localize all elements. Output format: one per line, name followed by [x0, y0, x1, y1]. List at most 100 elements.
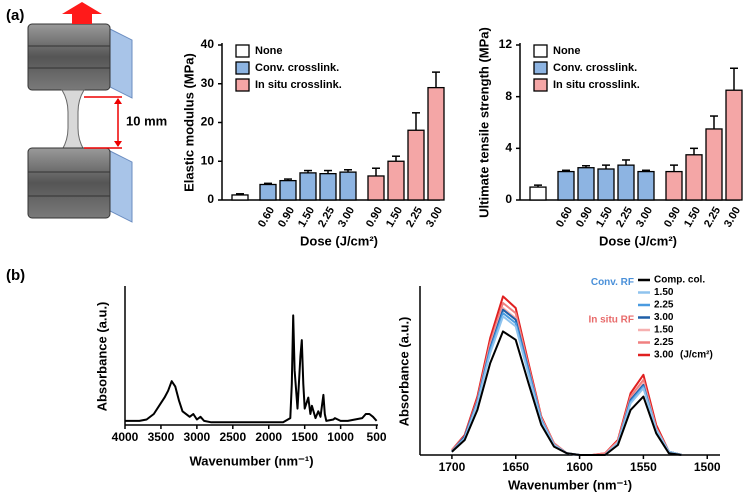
x-tick-label: 3000 [184, 430, 211, 444]
x-tick-label: 3.00 [722, 205, 743, 230]
panel-label: (b) [6, 267, 25, 284]
x-tick-label: 2.25 [614, 205, 635, 230]
y-tick-label: 40 [201, 37, 215, 51]
x-tick-label: 1700 [439, 460, 466, 474]
legend-label: 3.00 [654, 312, 674, 323]
bar [725, 89, 743, 201]
bar [617, 164, 635, 201]
legend-swatch [533, 44, 548, 58]
x-tick-label: 3500 [148, 430, 175, 444]
x-axis-label: Dose (J/cm²) [300, 233, 378, 248]
y-tick-label: 0 [207, 192, 214, 206]
y-tick-label: 4 [505, 141, 512, 155]
x-tick-label: 2.25 [316, 205, 337, 230]
x-tick-label: 0.60 [554, 205, 575, 230]
x-tick-label: 3.00 [424, 205, 445, 230]
schematic: 10 mm [27, 2, 167, 223]
bar [279, 179, 297, 201]
line-series [125, 314, 378, 424]
bar [637, 170, 655, 201]
bar [577, 167, 595, 201]
bar [387, 160, 405, 201]
x-tick-label: 1550 [630, 460, 657, 474]
bar [705, 128, 723, 201]
x-tick-label: 1.50 [594, 205, 615, 230]
y-axis-label: Absorbance (a.u.) [94, 302, 109, 412]
panel-label: (a) [6, 7, 24, 24]
legend-swatch [533, 61, 548, 75]
legend-label: 2.25 [654, 337, 674, 348]
legend-label: Comp. col. [654, 275, 705, 286]
y-axis-label: Ultimate tensile strength (MPa) [476, 27, 491, 218]
legend-unit: (J/cm²) [680, 350, 713, 361]
x-tick-label: 0.90 [276, 205, 297, 230]
line-series [451, 330, 682, 456]
legend-label: Conv. crosslink. [255, 62, 339, 74]
legend-group: Conv. RF [591, 277, 634, 288]
legend-swatch [235, 44, 250, 58]
x-axis-label: Wavenumber (nm⁻¹) [189, 453, 313, 468]
x-tick-label: 1.50 [296, 205, 317, 230]
bar [665, 170, 683, 201]
bar [529, 186, 547, 201]
x-axis-label: Wavenumber (nm⁻¹) [508, 477, 632, 492]
legend-label: None [255, 45, 283, 57]
legend-label: 1.50 [654, 325, 674, 336]
line-series [451, 308, 682, 456]
x-tick-label: 2.25 [404, 205, 425, 230]
y-tick-label: 0 [505, 192, 512, 206]
legend-swatch [235, 61, 250, 75]
x-tick-label: 3.00 [336, 205, 357, 230]
legend-swatch [533, 78, 548, 92]
x-tick-label: 1500 [291, 430, 318, 444]
x-tick-label: 4000 [112, 430, 139, 444]
x-tick-label: 0.90 [364, 205, 385, 230]
y-axis-label: Elastic modulus (MPa) [181, 53, 196, 192]
bar [407, 129, 425, 201]
legend-group: In situ RF [588, 315, 634, 326]
y-axis-label: Absorbance (a.u.) [396, 317, 411, 427]
legend-label: Conv. crosslink. [553, 62, 637, 74]
y-tick-label: 20 [201, 115, 215, 129]
bar [339, 171, 357, 201]
x-tick-label: 0.60 [256, 205, 277, 230]
x-tick-label: 2500 [219, 430, 246, 444]
x-tick-label: 0.90 [574, 205, 595, 230]
bar [597, 168, 615, 201]
y-tick-label: 30 [201, 76, 215, 90]
line-series [451, 312, 682, 456]
line-series [451, 315, 682, 456]
x-tick-label: 2.25 [702, 205, 723, 230]
bar [557, 170, 575, 201]
bar [685, 154, 703, 201]
legend-label: 1.50 [654, 287, 674, 298]
legend-label: In situ crosslink. [255, 79, 342, 91]
x-axis-label: Dose (J/cm²) [599, 233, 677, 248]
x-tick-label: 500 [367, 430, 387, 444]
legend-swatch [235, 78, 250, 92]
legend-label: In situ crosslink. [553, 79, 640, 91]
x-tick-label: 3.00 [634, 205, 655, 230]
x-tick-label: 1600 [566, 460, 593, 474]
x-tick-label: 2000 [255, 430, 282, 444]
bar [319, 172, 337, 201]
x-tick-label: 0.90 [662, 205, 683, 230]
y-tick-label: 8 [505, 89, 512, 103]
y-tick-label: 12 [499, 37, 513, 51]
bar [259, 183, 277, 201]
x-tick-label: 1000 [327, 430, 354, 444]
legend-label: None [553, 45, 581, 57]
bar [231, 194, 249, 201]
y-tick-label: 10 [201, 153, 215, 167]
bar [367, 175, 385, 201]
bar [427, 86, 445, 201]
legend-label: 3.00 [654, 350, 674, 361]
bar [299, 172, 317, 201]
x-tick-label: 1650 [502, 460, 529, 474]
dimension-label: 10 mm [126, 113, 167, 128]
x-tick-label: 1.50 [384, 205, 405, 230]
x-tick-label: 1.50 [682, 205, 703, 230]
legend-label: 2.25 [654, 300, 674, 311]
x-tick-label: 1500 [694, 460, 721, 474]
